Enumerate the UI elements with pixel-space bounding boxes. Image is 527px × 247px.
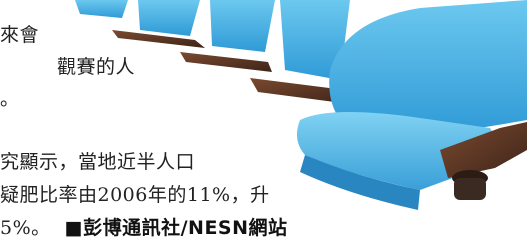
seat-back [210,0,275,52]
seat-back [138,0,200,36]
armrest [180,52,272,72]
photo-credit: ■彭博通訊社/NESN網站 [65,217,288,239]
text-line: 究顯示，當地近半人口 [0,151,195,173]
text-line: 來會 [0,24,39,46]
cup-holder [454,178,486,200]
armrest [112,30,205,48]
text-line: 。 [0,88,20,110]
text-line: 5%。 ■彭博通訊社/NESN網站 [0,217,288,239]
text-line: 疑肥比率由2006年的11%，升 [0,184,270,206]
text-line: 5%。 [0,217,51,239]
seats-photo [0,0,527,247]
page: {"article": {"lines": ["來會", "觀賽的人", "。"… [0,0,527,247]
seat-back [75,0,128,18]
text-line: 觀賽的人 [57,56,135,78]
